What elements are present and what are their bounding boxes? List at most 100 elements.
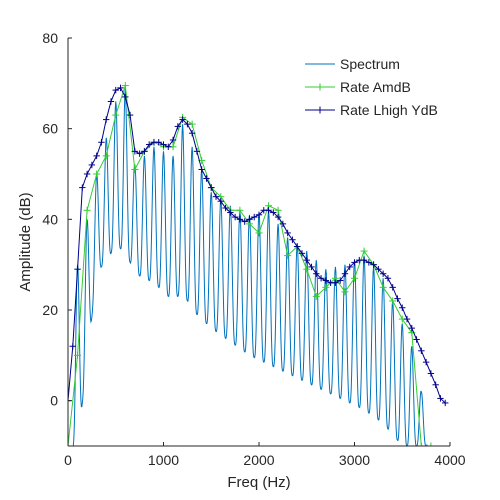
y-axis-label: Amplitude (dB) (17, 192, 34, 291)
point-rate-lhigh-ydb (274, 213, 282, 221)
y-tick-label: 60 (42, 121, 58, 137)
point-rate-lhigh-ydb (69, 343, 76, 350)
point-rate-lhigh-ydb (155, 139, 162, 146)
point-rate-amdb (360, 247, 368, 255)
point-rate-lhigh-ydb (408, 324, 415, 332)
legend-entry: Rate AmdB (305, 79, 411, 95)
point-rate-lhigh-ydb (112, 86, 119, 94)
point-rate-amdb (131, 165, 139, 173)
point-rate-amdb (236, 206, 244, 214)
point-rate-lhigh-ydb (351, 259, 358, 266)
point-rate-lhigh-ydb (141, 148, 148, 155)
point-rate-amdb (312, 292, 320, 300)
legend-label: Rate Lhigh YdB (340, 102, 438, 118)
point-rate-lhigh-ydb (222, 204, 229, 212)
point-rate-amdb (83, 206, 91, 214)
series-line-rate-lhigh-ydb (68, 87, 446, 404)
point-rate-amdb (121, 82, 129, 90)
point-rate-lhigh-ydb (93, 152, 100, 160)
point-rate-lhigh-ydb (236, 216, 244, 223)
point-rate-lhigh-ydb (188, 130, 196, 137)
series-line-spectrum (68, 87, 428, 446)
point-rate-amdb (112, 111, 120, 119)
legend-label: Rate AmdB (340, 79, 411, 95)
point-rate-amdb (341, 288, 349, 296)
legend-entry: Rate Lhigh YdB (305, 102, 438, 118)
point-rate-lhigh-ydb (370, 261, 377, 268)
point-rate-amdb (322, 283, 330, 291)
point-rate-lhigh-ydb (427, 370, 435, 377)
point-rate-lhigh-ydb (399, 304, 406, 311)
point-rate-lhigh-ydb (418, 347, 425, 354)
point-rate-lhigh-ydb (79, 184, 86, 191)
point-rate-lhigh-ydb (74, 266, 81, 273)
point-rate-lhigh-ydb (284, 229, 291, 237)
point-rate-lhigh-ydb (83, 170, 91, 178)
point-rate-lhigh-ydb (279, 220, 287, 228)
point-rate-lhigh-ydb (270, 209, 277, 216)
point-rate-lhigh-ydb (145, 141, 153, 148)
point-rate-lhigh-ydb (265, 207, 272, 214)
point-rate-lhigh-ydb (136, 150, 143, 157)
point-rate-amdb (93, 170, 101, 178)
point-rate-lhigh-ydb (217, 198, 224, 205)
point-rate-lhigh-ydb (313, 270, 320, 277)
point-rate-lhigh-ydb (255, 211, 263, 218)
point-rate-amdb (284, 252, 292, 260)
y-tick-label: 20 (42, 302, 58, 318)
legend-entry: Spectrum (305, 56, 400, 72)
point-rate-lhigh-ydb (212, 193, 220, 200)
point-rate-lhigh-ydb (298, 250, 306, 257)
point-rate-lhigh-ydb (365, 259, 373, 266)
point-rate-lhigh-ydb (227, 209, 234, 216)
point-rate-lhigh-ydb (241, 218, 248, 225)
point-rate-lhigh-ydb (289, 236, 296, 243)
point-rate-amdb (389, 297, 397, 305)
point-rate-lhigh-ydb (208, 184, 215, 191)
point-rate-lhigh-ydb (165, 143, 172, 150)
point-rate-lhigh-ydb (198, 166, 205, 173)
legend: Spectrum Rate AmdB Rate Lhigh YdB (305, 56, 438, 118)
point-rate-lhigh-ydb (375, 266, 382, 273)
point-rate-lhigh-ydb (169, 136, 177, 144)
x-tick-label: 0 (64, 452, 72, 468)
point-rate-amdb (351, 274, 358, 282)
y-tick-label: 40 (42, 211, 58, 227)
point-rate-amdb (303, 265, 311, 273)
point-rate-lhigh-ydb (184, 120, 191, 128)
point-rate-lhigh-ydb (308, 263, 315, 271)
x-tick-label: 4000 (434, 452, 465, 468)
point-rate-lhigh-ydb (303, 256, 310, 264)
point-rate-lhigh-ydb (317, 275, 325, 282)
point-rate-lhigh-ydb (193, 148, 201, 155)
point-rate-amdb (255, 229, 263, 237)
point-rate-lhigh-ydb (179, 116, 186, 123)
point-rate-lhigh-ydb (131, 148, 139, 155)
point-rate-lhigh-ydb (442, 399, 449, 407)
point-rate-lhigh-ydb (122, 93, 129, 101)
point-rate-lhigh-ydb (379, 270, 387, 277)
point-rate-lhigh-ydb (88, 161, 96, 169)
point-rate-amdb (102, 152, 110, 160)
point-rate-lhigh-ydb (332, 279, 339, 286)
y-tick-label: 0 (50, 393, 58, 409)
point-rate-lhigh-ydb (246, 216, 253, 223)
point-rate-lhigh-ydb (341, 270, 349, 277)
point-rate-amdb (74, 351, 82, 359)
legend-label: Spectrum (340, 56, 400, 72)
y-tick-label: 80 (42, 30, 58, 46)
point-rate-lhigh-ydb (107, 98, 115, 105)
point-rate-lhigh-ydb (336, 277, 344, 284)
point-rate-lhigh-ydb (422, 358, 430, 366)
point-rate-lhigh-ydb (251, 213, 258, 221)
point-rate-lhigh-ydb (403, 315, 411, 323)
ticks: 0 1000 2000 3000 4000 0 20 40 60 80 (42, 30, 465, 468)
point-rate-amdb (379, 283, 387, 291)
point-rate-lhigh-ydb (203, 175, 210, 182)
point-rate-lhigh-ydb (160, 141, 167, 148)
point-rate-amdb (417, 442, 425, 446)
point-rate-lhigh-ydb (394, 295, 401, 302)
point-rate-lhigh-ydb (98, 139, 105, 146)
